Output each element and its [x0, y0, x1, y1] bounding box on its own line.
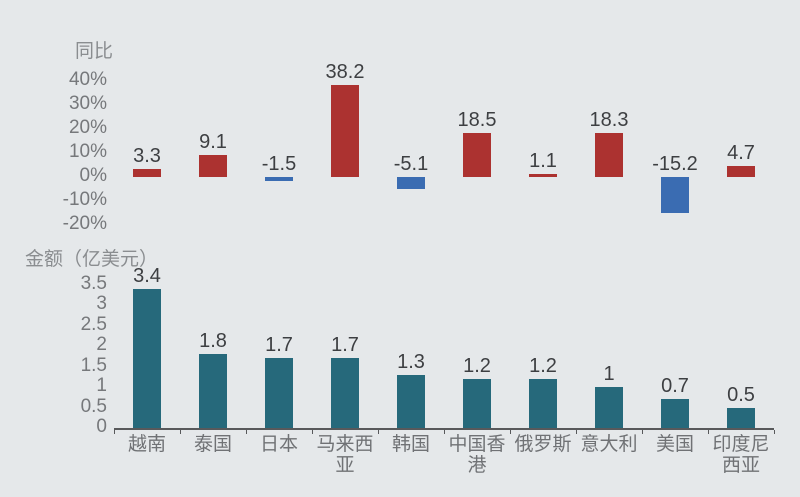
- bar-value-label: 1.2: [529, 354, 557, 377]
- category-label: 日本: [259, 434, 298, 455]
- y-axis-tick-label: 2.5: [80, 313, 107, 335]
- x-axis-tick-mark: [708, 430, 709, 434]
- x-axis-tick-mark: [312, 430, 313, 434]
- bar-value-label: 1.7: [265, 334, 293, 357]
- category-label: 越南: [127, 434, 166, 455]
- x-axis-line: [114, 428, 774, 430]
- category-label: 韩国: [391, 434, 430, 455]
- bar: [331, 358, 359, 428]
- bar: [529, 174, 557, 177]
- bar: [199, 354, 227, 428]
- category-label: 俄罗斯: [514, 434, 572, 455]
- bar: [265, 358, 293, 428]
- bar-value-label: 3.4: [133, 264, 161, 287]
- category-label: 美国: [655, 434, 694, 455]
- category-label: 意大利: [580, 434, 638, 455]
- bar-value-label: 18.5: [457, 108, 497, 131]
- y-axis-tick-label: 3.5: [80, 272, 107, 294]
- x-axis-tick-mark: [774, 430, 775, 434]
- bar-value-label: -1.5: [261, 153, 297, 175]
- x-axis-tick-mark: [642, 430, 643, 434]
- bar-value-label: 18.3: [589, 109, 629, 132]
- bar-value-label: 1.2: [463, 354, 491, 377]
- bar: [397, 177, 425, 190]
- bar: [331, 85, 359, 177]
- category-label: 马来西 亚: [316, 434, 374, 476]
- bottom-chart-title: 金额（亿美元）: [25, 249, 159, 270]
- bar-value-label: 1.3: [397, 350, 425, 373]
- y-axis-tick-label: 0%: [79, 165, 107, 186]
- bar: [133, 288, 161, 428]
- x-axis-tick-mark: [510, 430, 511, 434]
- bar: [661, 399, 689, 428]
- x-axis-tick-mark: [576, 430, 577, 434]
- bar: [529, 378, 557, 428]
- bar-value-label: 4.7: [727, 141, 755, 164]
- y-axis-tick-label: 2: [96, 334, 107, 355]
- y-axis-tick-label: -20%: [62, 213, 107, 234]
- y-axis-tick-label: 1.5: [80, 354, 107, 376]
- bar-value-label: 38.2: [325, 61, 365, 84]
- y-axis-tick-label: 10%: [68, 141, 107, 162]
- bar-value-label: 9.1: [199, 131, 227, 154]
- category-label: 泰国: [193, 434, 232, 455]
- bar: [727, 407, 755, 428]
- bar: [265, 177, 293, 181]
- bar: [727, 165, 755, 177]
- bar: [661, 177, 689, 214]
- y-axis-tick-label: 0.5: [80, 395, 107, 417]
- y-axis-tick-label: 30%: [68, 93, 107, 114]
- bar: [595, 133, 623, 177]
- x-axis-tick-mark: [114, 430, 115, 434]
- bar-value-label: 1: [603, 363, 615, 385]
- y-axis-tick-label: 1: [96, 375, 107, 396]
- category-label: 印度尼 西亚: [712, 434, 770, 476]
- y-axis-tick-label: 40%: [68, 69, 107, 90]
- y-axis-tick-label: 20%: [68, 117, 107, 138]
- bar-value-label: 1.1: [529, 150, 557, 173]
- top-chart-title: 同比: [75, 41, 114, 62]
- x-axis-tick-mark: [246, 430, 247, 434]
- bar-value-label: 0.7: [661, 375, 689, 398]
- bar-value-label: 0.5: [727, 383, 755, 406]
- bar: [199, 155, 227, 177]
- x-axis-tick-mark: [180, 430, 181, 434]
- category-label: 中国香 港: [448, 434, 506, 476]
- x-axis-tick-mark: [378, 430, 379, 434]
- bar-value-label: 1.7: [331, 334, 359, 357]
- y-axis-tick-label: -10%: [62, 189, 107, 210]
- bar: [595, 387, 623, 428]
- x-axis-tick-mark: [444, 430, 445, 434]
- bar: [397, 374, 425, 428]
- bar-value-label: 1.8: [199, 330, 227, 353]
- y-axis-tick-label: 0: [96, 416, 107, 437]
- y-axis-tick-label: 3: [96, 293, 107, 314]
- bar: [463, 132, 491, 177]
- bar-value-label: -5.1: [393, 153, 429, 175]
- bar: [133, 169, 161, 177]
- bar-value-label: 3.3: [133, 145, 161, 168]
- bar-value-label: -15.2: [652, 153, 698, 175]
- bar: [463, 378, 491, 428]
